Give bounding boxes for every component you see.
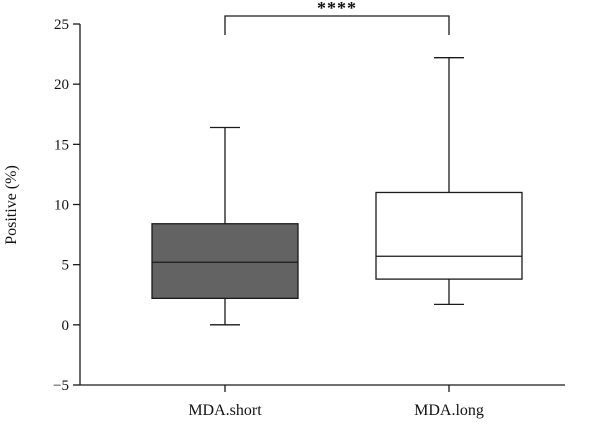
x-tick-label: MDA.short bbox=[188, 402, 262, 419]
y-tick-label: 0 bbox=[62, 318, 70, 334]
y-tick-label: 15 bbox=[54, 137, 69, 153]
y-tick-label: −5 bbox=[53, 378, 69, 394]
significance-bracket bbox=[224, 15, 450, 35]
boxes bbox=[151, 57, 523, 326]
y-axis-label: Positive (%) bbox=[3, 165, 20, 245]
y-tick-label: 20 bbox=[54, 77, 69, 93]
y-tick-label: 5 bbox=[62, 258, 70, 274]
box-iqr bbox=[375, 191, 523, 280]
y-tick-label: 25 bbox=[54, 17, 69, 33]
significance-label: **** bbox=[317, 0, 357, 18]
y-axis: 25 20 15 10 5 0 −5 bbox=[53, 17, 81, 394]
x-axis: MDA.short MDA.long bbox=[80, 384, 565, 419]
y-tick-label: 10 bbox=[54, 198, 69, 214]
box-iqr bbox=[151, 223, 299, 300]
x-tick-label: MDA.long bbox=[414, 402, 484, 419]
box-mda-short bbox=[151, 126, 299, 326]
box-mda-long bbox=[375, 57, 523, 306]
significance-annotation: **** bbox=[224, 0, 450, 35]
